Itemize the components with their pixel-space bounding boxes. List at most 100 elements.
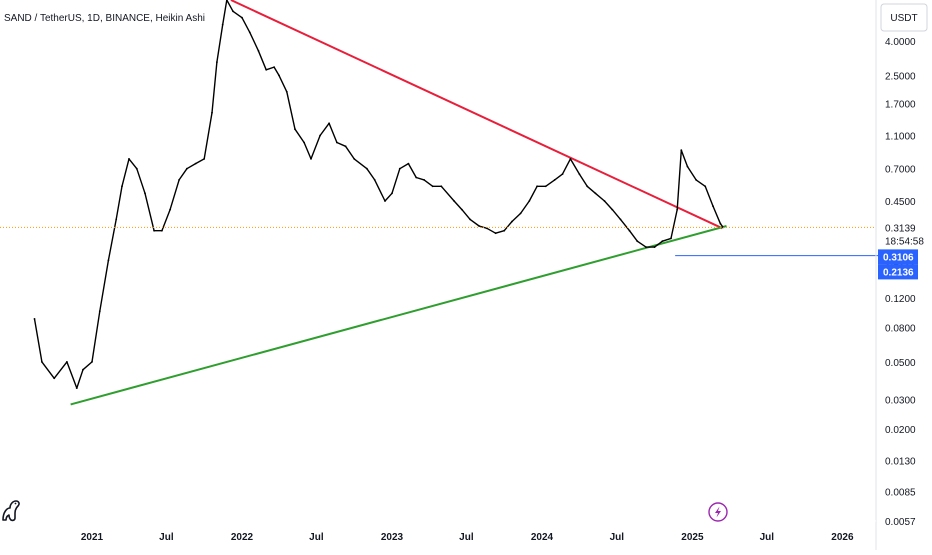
countdown-label: 18:54:58	[885, 236, 924, 247]
price-point	[544, 185, 547, 188]
price-point	[645, 246, 647, 249]
y-tick-label: 0.0500	[885, 358, 916, 369]
resistance-trendline	[230, 0, 723, 230]
y-tick-label: 0.0057	[885, 517, 916, 528]
support-trendline	[70, 225, 727, 406]
x-tick-label: 2026	[831, 532, 854, 543]
tradingview-logo-icon[interactable]	[2, 500, 20, 522]
y-tick-label: 4.0000	[885, 37, 916, 48]
lightning-icon[interactable]	[708, 502, 728, 522]
price-point	[144, 192, 146, 195]
price-point	[75, 387, 78, 389]
price-point	[328, 122, 330, 125]
price-point	[303, 141, 305, 144]
price-point	[128, 158, 130, 160]
price-point	[494, 232, 497, 235]
price-badge-label: 0.2136	[883, 267, 914, 278]
y-tick-label: 0.4500	[885, 197, 916, 208]
x-tick-label: Jul	[610, 532, 625, 543]
price-point	[594, 192, 597, 195]
y-tick-label: 0.7000	[885, 165, 916, 176]
price-point	[178, 179, 181, 181]
x-tick-label: 2023	[381, 532, 404, 543]
price-point	[511, 220, 513, 223]
price-point	[704, 185, 707, 188]
x-tick-label: Jul	[159, 532, 174, 543]
price-point	[153, 229, 156, 232]
price-point	[578, 173, 581, 176]
price-point	[273, 66, 275, 68]
price-point	[478, 225, 480, 227]
price-badge	[878, 264, 918, 280]
price-point	[653, 246, 656, 249]
price-point	[661, 240, 664, 243]
price-point	[440, 185, 443, 188]
price-point	[248, 31, 251, 34]
price-point	[569, 158, 572, 160]
price-point	[503, 229, 506, 232]
price-point	[216, 61, 218, 63]
price-point	[53, 377, 56, 380]
price-point	[431, 185, 434, 188]
price-point	[561, 173, 564, 176]
price-point	[33, 318, 36, 320]
price-point	[719, 222, 722, 225]
last-price-label: 0.3139	[885, 223, 916, 234]
price-point	[619, 218, 622, 221]
price-point	[712, 205, 714, 208]
price-point	[373, 179, 376, 181]
price-point	[636, 240, 639, 243]
price-point	[82, 368, 84, 371]
price-point	[336, 141, 338, 144]
x-tick-label: Jul	[309, 532, 324, 543]
price-point	[398, 167, 401, 170]
price-point	[66, 361, 68, 363]
price-point	[603, 200, 606, 202]
price-point	[391, 192, 393, 195]
price-point	[628, 229, 631, 232]
price-point	[310, 158, 312, 160]
price-point	[285, 90, 288, 93]
x-tick-label: 2022	[231, 532, 254, 543]
price-point	[278, 74, 280, 77]
price-badge-label: 0.3106	[883, 252, 914, 263]
price-point	[670, 237, 672, 240]
price-point	[519, 212, 522, 215]
x-tick-label: 2025	[681, 532, 704, 543]
price-point	[461, 208, 463, 211]
currency-selector[interactable]: USDT	[880, 3, 928, 32]
price-point	[586, 185, 589, 188]
price-point	[553, 179, 556, 181]
x-tick-label: Jul	[459, 532, 474, 543]
price-point	[453, 200, 455, 202]
price-point	[115, 218, 118, 221]
y-tick-label: 0.0085	[885, 488, 916, 499]
price-point	[366, 167, 368, 170]
y-tick-label: 0.1200	[885, 294, 916, 305]
price-point	[353, 158, 356, 160]
price-point	[135, 167, 138, 170]
x-tick-label: Jul	[760, 532, 775, 543]
price-point	[121, 185, 123, 188]
price-point	[186, 167, 188, 170]
price-point	[536, 185, 538, 188]
price-point	[225, 0, 228, 1]
price-point	[611, 208, 614, 211]
price-point	[407, 162, 410, 165]
price-point	[169, 208, 172, 211]
price-point	[695, 179, 697, 181]
y-tick-label: 0.0800	[885, 324, 916, 335]
y-tick-label: 0.0130	[885, 457, 916, 468]
price-point	[161, 229, 163, 232]
price-point	[680, 149, 683, 152]
price-series-line	[33, 0, 724, 389]
price-point	[344, 145, 347, 148]
price-point	[203, 158, 206, 160]
price-point	[294, 128, 296, 131]
price-point	[469, 218, 471, 221]
price-point	[194, 162, 197, 165]
price-point	[423, 179, 425, 181]
x-tick-label: 2021	[81, 532, 104, 543]
